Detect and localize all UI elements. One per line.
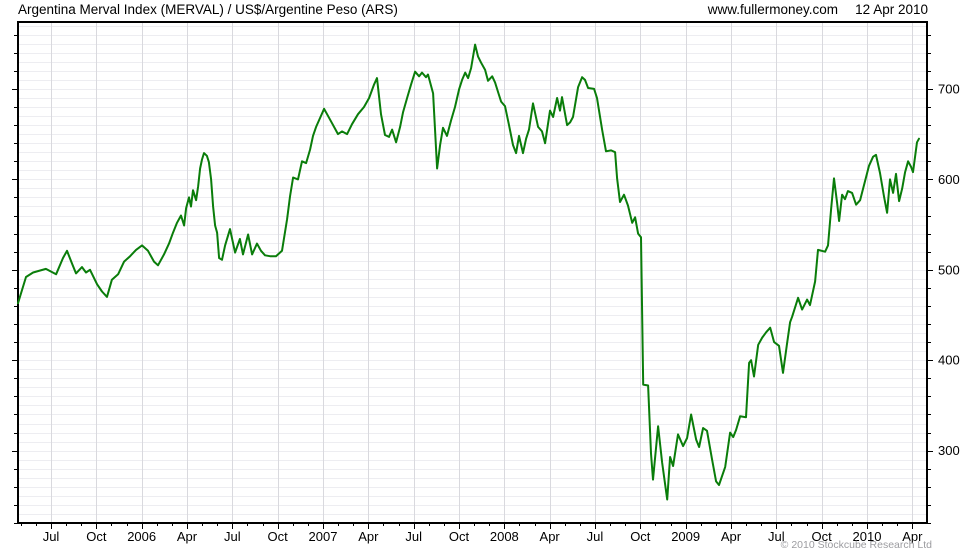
x-axis-label: Jul — [587, 529, 604, 544]
axis-ticks — [12, 35, 933, 529]
vertical-gridlines — [51, 22, 913, 523]
price-line — [17, 43, 920, 501]
x-axis-label: Oct — [268, 529, 289, 544]
x-axis-label: Apr — [902, 529, 923, 544]
x-axis-label: Jul — [768, 529, 785, 544]
x-axis-label: Oct — [449, 529, 470, 544]
y-axis-label: 600 — [938, 172, 960, 187]
y-axis-label: 400 — [938, 353, 960, 368]
x-axis-label: 2008 — [490, 529, 519, 544]
x-axis-label: Apr — [540, 529, 561, 544]
x-axis-label: Apr — [177, 529, 198, 544]
x-axis-label: 2006 — [127, 529, 156, 544]
chart-date: 12 Apr 2010 — [855, 2, 928, 17]
x-axis-label: Jul — [224, 529, 241, 544]
chart-title: Argentina Merval Index (MERVAL) / US$/Ar… — [18, 2, 398, 17]
axis-labels: 300 400 500 600 700 Jul Oct 2006 Apr Jul Oct 2007 Ap… — [43, 81, 960, 544]
x-axis-label: Jul — [405, 529, 422, 544]
x-axis-label: Oct — [630, 529, 651, 544]
x-axis-label: Jul — [43, 529, 60, 544]
x-axis-label: 2009 — [671, 529, 700, 544]
x-axis-label: 2010 — [853, 529, 882, 544]
website-text: www.fullermoney.com — [707, 2, 838, 17]
plot-frame — [17, 21, 928, 524]
x-axis-label: Oct — [86, 529, 107, 544]
copyright-text: © 2010 Stockcube Research Ltd — [780, 539, 932, 551]
y-axis-label: 300 — [938, 443, 960, 458]
horizontal-gridlines — [18, 26, 927, 524]
x-axis-label: Oct — [812, 529, 833, 544]
x-axis-label: Apr — [358, 529, 379, 544]
x-axis-label: Apr — [721, 529, 742, 544]
x-axis-label: 2007 — [309, 529, 338, 544]
y-axis-label: 700 — [938, 81, 960, 96]
y-axis-label: 500 — [938, 262, 960, 277]
